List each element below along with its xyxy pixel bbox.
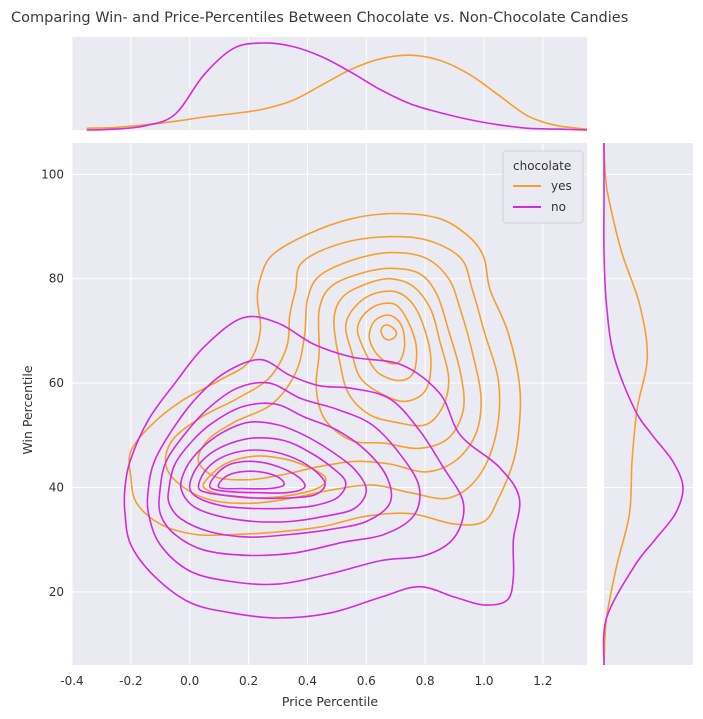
x-tick-label: 0.2 bbox=[239, 674, 258, 688]
legend: chocolate yes no bbox=[502, 150, 584, 224]
kde-contour-yes bbox=[128, 212, 522, 537]
kde-contour-no bbox=[158, 381, 421, 557]
marginal-x-kde bbox=[86, 42, 588, 131]
kde-contour-yes bbox=[356, 302, 418, 382]
marginal-x-kde-yes bbox=[86, 54, 588, 130]
legend-label-no: no bbox=[551, 200, 566, 214]
x-axis-label: Price Percentile bbox=[282, 694, 378, 709]
kde-contours bbox=[123, 212, 522, 619]
y-tick-label: 60 bbox=[49, 376, 64, 390]
y-tick-label: 40 bbox=[49, 481, 64, 495]
kde-contour-no bbox=[167, 402, 393, 538]
x-tick-label: -0.2 bbox=[119, 674, 142, 688]
joint-plot-area bbox=[72, 143, 587, 665]
x-tick-label: 0.6 bbox=[357, 674, 376, 688]
legend-label-yes: yes bbox=[551, 179, 572, 193]
grid-lines bbox=[71, 37, 693, 665]
kde-contour-no bbox=[217, 470, 286, 490]
y-axis-label: Win Percentile bbox=[20, 365, 35, 454]
marginal-y-kde-yes bbox=[603, 142, 649, 666]
kde-contour-yes bbox=[333, 277, 450, 427]
y-tick-label: 20 bbox=[49, 585, 64, 599]
kde-contour-no bbox=[146, 358, 465, 586]
x-tick-label: 0.0 bbox=[180, 674, 199, 688]
kde-contour-no bbox=[197, 449, 326, 500]
x-tick-label: 0.4 bbox=[298, 674, 317, 688]
x-tick-label: -0.4 bbox=[60, 674, 83, 688]
x-tick-label: 1.0 bbox=[474, 674, 493, 688]
marginal-x-plot-area bbox=[72, 37, 587, 130]
marginal-y-kde bbox=[602, 142, 684, 666]
kde-contour-yes bbox=[380, 324, 398, 341]
kde-contour-no bbox=[123, 315, 521, 619]
legend-title: chocolate bbox=[513, 159, 571, 173]
marginal-y-plot-area bbox=[604, 143, 693, 665]
kde-contour-no bbox=[179, 421, 368, 523]
kde-contour-no bbox=[208, 460, 306, 494]
kde-contour-yes bbox=[368, 314, 406, 365]
kde-contour-yes bbox=[197, 251, 482, 481]
legend-box bbox=[502, 150, 584, 224]
y-tick-label: 80 bbox=[49, 272, 64, 286]
chart-title: Comparing Win- and Price-Percentiles Bet… bbox=[11, 10, 628, 26]
kde-contour-no bbox=[188, 437, 347, 510]
x-tick-labels: -0.4 -0.2 0.0 0.2 0.4 0.6 0.8 1.0 1.2 bbox=[60, 674, 552, 688]
kde-contour-yes bbox=[344, 290, 432, 403]
y-tick-labels: 20 40 60 80 100 bbox=[41, 167, 64, 599]
x-tick-label: 0.8 bbox=[416, 674, 435, 688]
marginal-y-kde-no bbox=[602, 143, 684, 666]
marginal-x-kde-no bbox=[86, 42, 588, 131]
kde-contour-yes bbox=[164, 235, 501, 505]
kde-contour-yes bbox=[315, 267, 465, 450]
x-tick-label: 1.2 bbox=[533, 674, 552, 688]
y-tick-label: 100 bbox=[41, 167, 64, 181]
